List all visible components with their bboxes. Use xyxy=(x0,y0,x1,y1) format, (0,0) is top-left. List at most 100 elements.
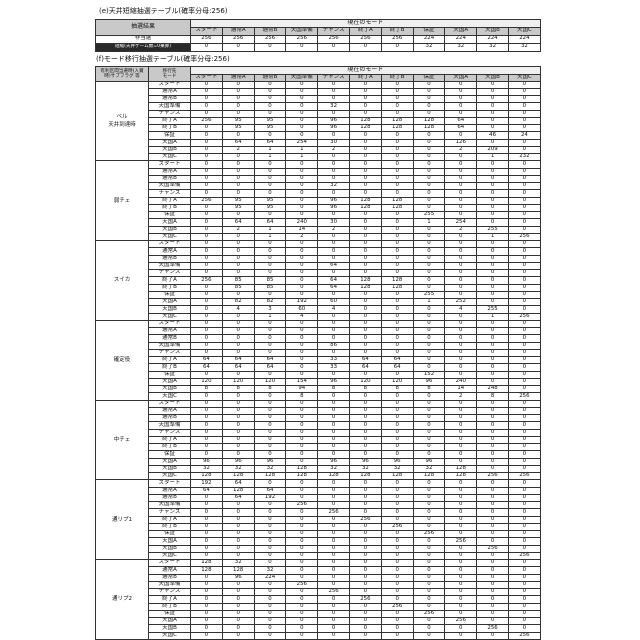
value-cell: 0 xyxy=(190,145,223,155)
destination-mode-label: 終了A xyxy=(148,116,191,126)
value-cell: 0 xyxy=(221,153,255,162)
table-row: 通常B 0 0 0 0 0 0 0 0 0 0 0 xyxy=(96,95,541,104)
value-cell: 0 xyxy=(190,428,223,437)
value-cell: 128 xyxy=(190,566,223,575)
value-cell: 95 xyxy=(221,196,255,205)
mode-transition-table-title: (f)モード移行抽選テーブル(確率分母:256) xyxy=(96,54,230,63)
value-cell: 82 xyxy=(253,298,287,307)
value-cell: 0 xyxy=(412,341,446,350)
value-cell: 0 xyxy=(348,153,382,162)
value-cell: 0 xyxy=(412,573,446,582)
value-cell: 0 xyxy=(476,522,509,532)
value-cell: 0 xyxy=(348,573,382,582)
table-row: 天国A 0 64 64 254 30 0 0 0 126 0 0 xyxy=(96,138,541,147)
value-cell: 256 xyxy=(476,624,509,633)
value-cell: 0 xyxy=(348,486,382,495)
value-cell: 0 xyxy=(476,261,509,271)
value-cell: 0 xyxy=(444,189,478,198)
value-cell: 0 xyxy=(317,602,350,611)
value-cell: 0 xyxy=(380,450,414,459)
value-cell: 0 xyxy=(190,211,223,220)
mode-column-header: 終了B xyxy=(380,73,414,82)
table-row: 天国C 0 0 0 0 0 0 0 0 0 0 256 xyxy=(96,551,541,561)
value-cell: 0 xyxy=(348,435,382,445)
value-cell: 0 xyxy=(253,428,287,437)
value-cell: 0 xyxy=(412,544,446,553)
value-cell: 0 xyxy=(476,363,509,372)
value-cell: 0 xyxy=(253,414,287,423)
value-cell: 0 xyxy=(444,428,478,437)
destination-mode-label: 通常A xyxy=(148,406,191,416)
table-row: 天国B 0 0 0 0 0 0 0 0 0 256 0 xyxy=(96,544,541,553)
current-mode-banner: 現在のモード xyxy=(190,18,541,28)
table-row: 終了B 64 64 64 0 33 64 64 0 0 0 0 xyxy=(96,363,541,372)
value-cell: 0 xyxy=(190,283,223,292)
value-cell: 0 xyxy=(348,551,382,561)
value-cell: 8 xyxy=(285,392,319,401)
value-cell: 0 xyxy=(317,131,350,140)
value-cell: 0 xyxy=(348,406,382,416)
value-cell: 1 xyxy=(253,153,287,162)
value-cell: 0 xyxy=(444,522,478,532)
value-cell: 0 xyxy=(221,80,255,89)
t1-head: 抽選結果 現在のモード スタート 通常A 通常B 天国準備 チャンス 終了A 終了B 保証 天国A 天… xyxy=(95,18,541,36)
value-cell: 0 xyxy=(476,486,509,495)
destination-mode-label: 天国B xyxy=(148,385,191,394)
value-cell: 0 xyxy=(507,493,541,503)
value-cell: 64 xyxy=(221,493,255,503)
value-cell: 64 xyxy=(221,356,255,365)
value-cell: 0 xyxy=(317,269,350,278)
value-cell: 0 xyxy=(317,95,350,104)
value-cell: 0 xyxy=(380,551,414,561)
value-cell: 256 xyxy=(412,609,446,619)
table-row: 天国準備 0 0 0 0 32 0 0 0 0 0 0 xyxy=(96,102,541,111)
value-cell: 0 xyxy=(380,319,414,329)
value-cell: 0 xyxy=(285,240,319,249)
value-cell: 256 xyxy=(253,34,287,44)
value-cell: 0 xyxy=(348,87,382,97)
value-cell: 0 xyxy=(253,617,287,626)
value-cell: 256 xyxy=(444,537,478,546)
value-cell: 0 xyxy=(285,109,319,118)
value-cell: 0 xyxy=(380,174,414,184)
value-cell: 0 xyxy=(444,80,478,89)
value-cell: 0 xyxy=(476,602,509,611)
value-cell: 0 xyxy=(285,486,319,495)
value-cell: 14 xyxy=(285,225,319,234)
value-cell: 0 xyxy=(317,624,350,633)
value-cell: 0 xyxy=(190,341,223,350)
value-cell: 0 xyxy=(253,290,287,300)
value-cell: 0 xyxy=(476,580,509,590)
value-cell: 0 xyxy=(348,269,382,278)
value-cell: 0 xyxy=(507,87,541,97)
value-cell: 0 xyxy=(380,406,414,416)
value-cell: 0 xyxy=(221,182,255,191)
value-cell: 0 xyxy=(444,399,478,408)
value-cell: 255 xyxy=(476,225,509,234)
table-row: 天国A 0 0 0 0 0 0 0 0 256 0 0 xyxy=(96,537,541,546)
value-cell: 0 xyxy=(221,247,255,256)
value-cell: 0 xyxy=(221,617,255,626)
destination-mode-label: 終了A xyxy=(148,595,191,604)
table-row: 終了A 256 95 95 0 96 128 128 0 0 0 0 xyxy=(96,196,541,205)
destination-mode-label: 保証 xyxy=(148,609,191,619)
value-cell: 256 xyxy=(507,551,541,561)
value-cell: 0 xyxy=(221,131,255,140)
value-cell: 0 xyxy=(253,131,287,140)
value-cell: 0 xyxy=(348,508,382,517)
value-cell: 0 xyxy=(444,87,478,97)
trigger-group-label: 弱チェ xyxy=(95,160,149,242)
value-cell: 32 xyxy=(476,42,509,52)
destination-mode-label: スタート xyxy=(148,80,191,89)
value-cell: 0 xyxy=(507,203,541,213)
destination-mode-label: 通常B xyxy=(148,95,191,104)
destination-mode-label: 終了B xyxy=(148,283,191,292)
value-cell: 0 xyxy=(221,95,255,104)
value-cell: 0 xyxy=(380,399,414,408)
value-cell: 0 xyxy=(444,588,478,597)
value-cell: 4 xyxy=(285,312,319,321)
mode-column-header: スタート xyxy=(190,73,223,82)
value-cell: 0 xyxy=(380,42,414,52)
table-row: 通常B 0 64 192 0 0 0 0 0 0 0 0 xyxy=(96,493,541,503)
value-cell: 0 xyxy=(507,138,541,147)
